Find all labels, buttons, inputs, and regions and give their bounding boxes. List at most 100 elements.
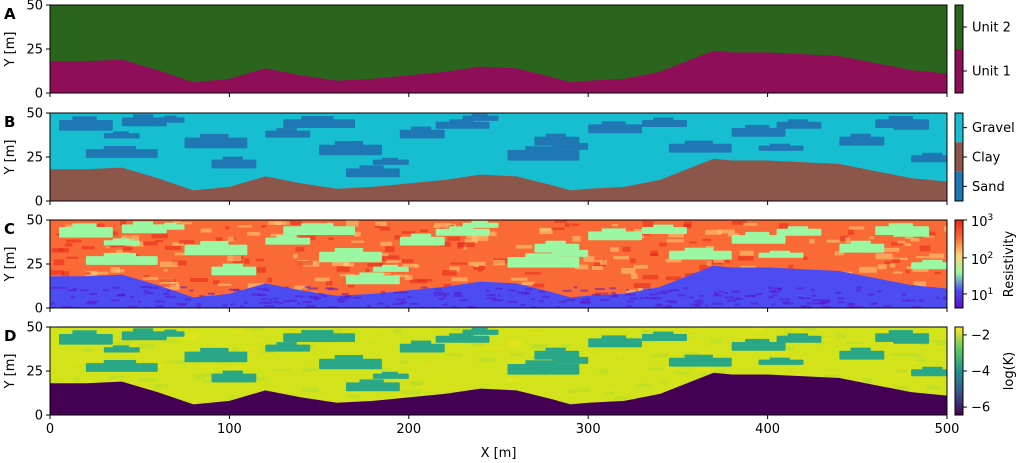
colorbar: Unit 2 Unit 1 [954,4,1011,94]
sand-lens [399,129,445,139]
mid-k-lens [449,333,474,337]
panel-a: 0 25 50 Y [m] A Unit 2 Unit 1 [3,0,1011,102]
resistivity-texture [225,226,230,230]
mid-k-lens [184,351,248,363]
resistivity-texture [65,243,73,247]
k-texture [698,373,716,376]
clay-texture [89,292,98,295]
mid-k-lens [301,330,334,335]
clay-texture [508,289,516,292]
mid-k-lens [462,329,499,335]
mid-k-lens [346,382,400,392]
mid-k-lens [359,379,384,384]
low-resistivity-lens [112,238,129,241]
plot-area [50,220,947,308]
clay-texture [783,302,794,305]
sand-lens [588,124,642,134]
mid-k-lens [211,373,257,383]
sand-lens [745,124,770,130]
resistivity-texture [532,283,545,288]
k-texture [701,349,710,354]
low-resistivity-lens [103,253,137,258]
clay-texture [166,289,171,292]
clay-texture [233,289,241,292]
clay-texture [768,286,774,289]
colorbar-title: Resistivity [1002,230,1017,297]
sand-lens [222,156,243,161]
clay-texture [562,289,572,292]
clay-texture [454,291,462,294]
k-texture [452,328,470,332]
clay-texture [454,292,461,295]
resistivity-texture [462,244,467,250]
sand-lens [758,145,804,151]
resistivity-texture [160,278,176,282]
clay-texture [51,302,55,305]
colorbar-tick-label: 101 [971,287,993,304]
resistivity-texture [905,235,914,239]
resistivity-texture [713,258,724,263]
low-resistivity-lens [200,240,229,247]
resistivity-texture [848,226,865,230]
y-tick-label: 50 [26,321,43,336]
resistivity-texture [84,272,91,275]
clay-texture [103,289,109,292]
sand-lens [164,115,177,119]
k-texture [917,358,925,363]
k-texture [202,365,221,369]
clay-texture [265,301,272,304]
colorbar-segment [955,49,963,93]
sand-lens [731,128,786,137]
resistivity-texture [473,264,479,268]
k-texture [635,383,652,388]
k-texture [603,392,614,395]
clay-texture [261,298,268,300]
clay-texture [420,286,428,289]
mid-k-lens [911,369,947,377]
resistivity-texture [163,269,169,272]
k-texture [445,386,458,390]
clay-texture [393,291,398,294]
resistivity-texture [57,248,65,252]
low-resistivity-lens [133,221,154,226]
low-resistivity-lens [471,220,488,224]
k-texture [366,336,377,339]
clay-texture [143,289,149,292]
low-resistivity-lens [211,266,257,276]
k-texture [190,332,203,337]
sand-lens [319,144,382,156]
clay-texture [531,298,535,301]
clay-texture [713,291,717,294]
clay-texture [323,295,327,298]
clay-texture [943,297,947,300]
resistivity-texture [66,256,79,259]
clay-texture [800,297,810,300]
resistivity-texture [178,240,195,244]
mid-k-lens [653,331,674,336]
sand-lens [103,146,137,151]
resistivity-texture [121,235,140,240]
colorbar-tick-label: −6 [971,401,990,416]
resistivity-texture [110,231,118,236]
resistivity-texture [179,222,192,225]
k-texture [861,348,881,352]
clay-texture [771,303,776,306]
resistivity-texture [213,280,220,285]
k-texture [203,380,212,384]
x-tick-label: 200 [396,422,421,437]
k-texture [302,367,319,372]
clay-texture [410,302,419,305]
resistivity-texture [727,233,740,237]
sand-lens [776,121,822,129]
colorbar-label: Clay [972,151,1001,166]
k-texture [926,385,940,390]
clay-texture [613,293,617,296]
resistivity-texture [724,259,730,264]
resistivity-texture [845,237,851,244]
resistivity-texture [381,255,400,262]
resistivity-texture [642,221,654,227]
resistivity-texture [877,264,887,270]
clay-texture [127,305,138,308]
resistivity-texture [633,283,651,288]
clay-texture [648,293,657,296]
